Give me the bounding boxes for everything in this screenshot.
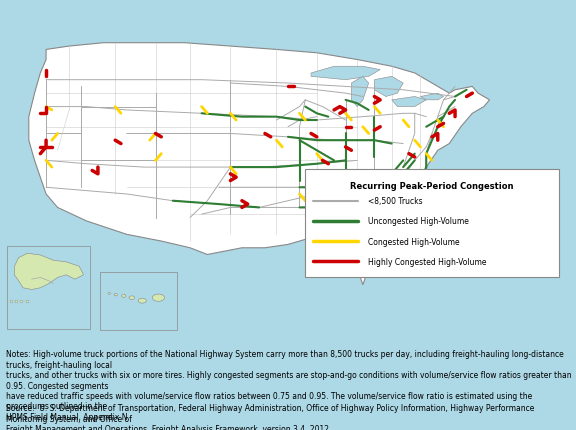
Ellipse shape — [108, 293, 111, 295]
Polygon shape — [311, 67, 380, 80]
Polygon shape — [392, 97, 426, 108]
FancyBboxPatch shape — [305, 170, 559, 277]
Text: Highly Congested High-Volume: Highly Congested High-Volume — [369, 257, 487, 266]
Polygon shape — [374, 77, 403, 97]
Text: Notes: High-volume truck portions of the National Highway System carry more than: Notes: High-volume truck portions of the… — [6, 350, 571, 421]
Text: <8,500 Trucks: <8,500 Trucks — [369, 197, 423, 206]
Polygon shape — [351, 77, 369, 108]
Polygon shape — [420, 94, 444, 101]
Text: Recurring Peak-Period Congestion: Recurring Peak-Period Congestion — [350, 181, 514, 190]
Text: Source:  U. S. Department of Transportation, Federal Highway Administration, Off: Source: U. S. Department of Transportati… — [6, 403, 534, 430]
Ellipse shape — [129, 296, 135, 300]
Ellipse shape — [122, 295, 126, 298]
Ellipse shape — [153, 295, 165, 301]
Ellipse shape — [114, 294, 118, 296]
Ellipse shape — [138, 298, 146, 304]
Polygon shape — [29, 43, 490, 285]
Polygon shape — [14, 254, 84, 290]
Text: Uncongested High-Volume: Uncongested High-Volume — [369, 217, 469, 226]
Text: Congested High-Volume: Congested High-Volume — [369, 237, 460, 246]
